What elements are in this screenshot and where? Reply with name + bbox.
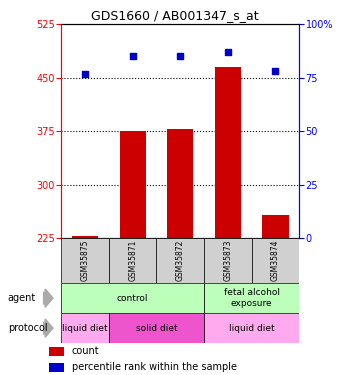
Text: count: count	[72, 346, 99, 356]
Text: GSM35875: GSM35875	[80, 240, 90, 281]
Text: GSM35872: GSM35872	[176, 240, 185, 281]
Point	[225, 49, 231, 55]
Bar	[72, 236, 98, 238]
FancyArrow shape	[43, 289, 53, 308]
Point	[130, 54, 135, 60]
Bar	[252, 238, 299, 283]
Bar	[167, 129, 193, 238]
Point	[177, 54, 183, 60]
Point	[82, 70, 88, 76]
Text: GSM35871: GSM35871	[128, 240, 137, 281]
Bar	[215, 67, 241, 238]
Text: solid diet: solid diet	[136, 324, 177, 333]
Text: percentile rank within the sample: percentile rank within the sample	[72, 362, 237, 372]
Bar	[61, 283, 204, 313]
Bar	[49, 347, 64, 356]
Bar	[109, 313, 204, 343]
Bar	[204, 238, 252, 283]
FancyArrow shape	[43, 319, 53, 338]
Text: liquid diet: liquid diet	[62, 324, 108, 333]
Text: fetal alcohol
exposure: fetal alcohol exposure	[224, 288, 280, 308]
Bar	[49, 363, 64, 372]
Text: GSM35874: GSM35874	[271, 240, 280, 281]
Text: GDS1660 / AB001347_s_at: GDS1660 / AB001347_s_at	[91, 9, 259, 22]
Bar	[61, 238, 109, 283]
Text: GSM35873: GSM35873	[223, 240, 232, 281]
Text: protocol: protocol	[8, 323, 47, 333]
Point	[273, 68, 278, 74]
Bar	[262, 214, 288, 238]
Bar	[204, 283, 299, 313]
Bar	[109, 238, 156, 283]
Bar	[156, 238, 204, 283]
Text: agent: agent	[8, 293, 36, 303]
Bar	[120, 131, 146, 238]
Bar	[204, 313, 299, 343]
Text: liquid diet: liquid diet	[229, 324, 274, 333]
Bar	[61, 313, 109, 343]
Text: control: control	[117, 294, 148, 303]
